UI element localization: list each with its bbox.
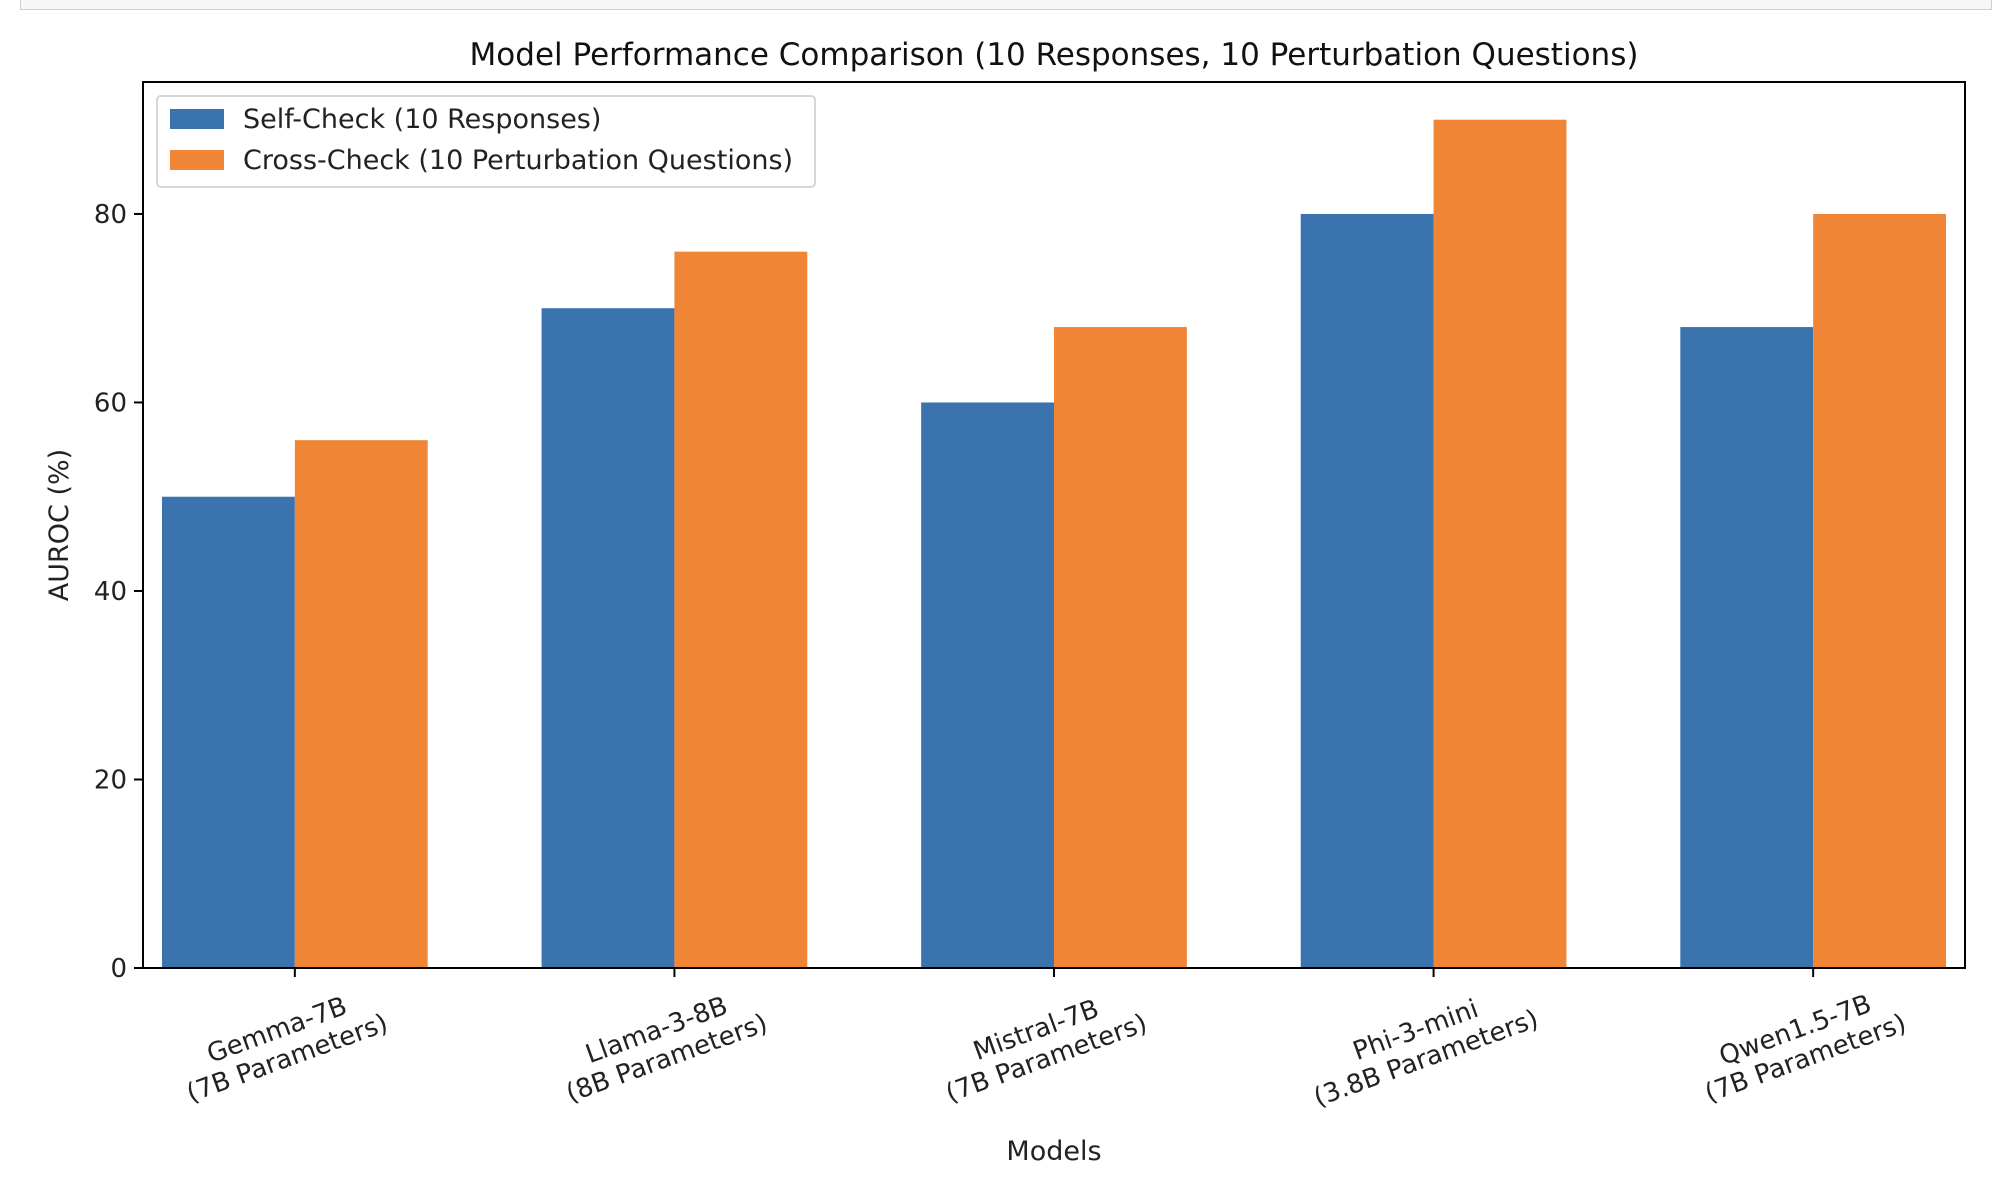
bar-self-check-3 bbox=[1300, 213, 1434, 968]
y-tick-label: 20 bbox=[94, 765, 127, 795]
bar-self-check-0 bbox=[161, 496, 295, 968]
x-tick-label: Llama-3-8B(8B Parameters) bbox=[552, 980, 772, 1109]
bar-cross-check-3 bbox=[1433, 119, 1567, 968]
legend-label: Self-Check (10 Responses) bbox=[243, 104, 601, 135]
legend-box bbox=[156, 95, 816, 188]
bar-cross-check-4 bbox=[1813, 213, 1947, 968]
y-tick-label: 0 bbox=[110, 954, 127, 984]
bar-self-check-4 bbox=[1680, 327, 1814, 968]
x-tick-label: Gemma-7B(7B Parameters) bbox=[172, 980, 392, 1109]
chart-title: Model Performance Comparison (10 Respons… bbox=[470, 37, 1639, 73]
bar-cross-check-2 bbox=[1054, 327, 1187, 968]
y-tick-label: 80 bbox=[94, 200, 127, 230]
bar-self-check-1 bbox=[541, 308, 675, 968]
y-tick-label: 40 bbox=[94, 577, 127, 607]
x-axis: Gemma-7B(7B Parameters) Llama-3-8B(8B Par… bbox=[172, 968, 1911, 1113]
x-tick-label: Phi-3-mini(3.8B Parameters) bbox=[1300, 976, 1543, 1113]
bar-cross-check-0 bbox=[294, 440, 428, 968]
y-axis: 0 20 40 60 80 bbox=[94, 200, 143, 984]
x-axis-label: Models bbox=[1006, 1136, 1101, 1167]
legend-label: Cross-Check (10 Perturbation Questions) bbox=[243, 145, 793, 176]
legend: Self-Check (10 Responses) Cross-Check (10… bbox=[156, 95, 816, 188]
notebook-cell-edge bbox=[20, 0, 1992, 10]
bars-group bbox=[161, 119, 1947, 969]
legend-swatch bbox=[170, 150, 224, 170]
bar-cross-check-1 bbox=[674, 251, 808, 969]
legend-swatch bbox=[170, 109, 224, 129]
plot-frame bbox=[142, 81, 1966, 969]
bar-self-check-2 bbox=[921, 402, 1054, 968]
y-tick-label: 60 bbox=[94, 388, 127, 418]
x-tick-label: Mistral-7B(7B Parameters) bbox=[932, 980, 1152, 1109]
y-axis-label: AUROC (%) bbox=[44, 449, 75, 601]
x-tick-label: Qwen1.5-7B(7B Parameters) bbox=[1691, 980, 1911, 1109]
